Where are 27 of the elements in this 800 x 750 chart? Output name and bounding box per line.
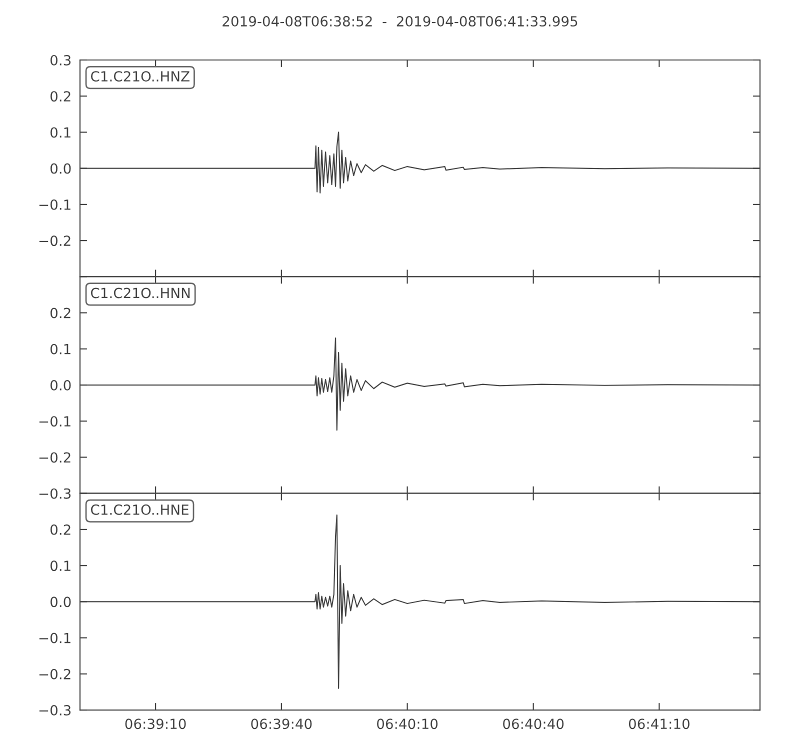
y-tick-label: 0.1	[50, 344, 70, 354]
y-tick-label: 0.1	[50, 560, 70, 572]
y-tick-label: 0.0	[50, 380, 71, 390]
y-tick-label: −0.1	[39, 416, 70, 427]
y-tick-label: −0.2	[39, 236, 70, 246]
y-tick-label: 0.2	[50, 308, 70, 318]
y-tick-label: −0.1	[39, 632, 70, 644]
y-tick-label: 0.0	[50, 163, 71, 174]
x-tick-label: 06:40:40	[503, 718, 564, 730]
y-tick-label: −0.3	[39, 488, 71, 499]
x-tick-label: 06:40:10	[377, 718, 438, 730]
y-tick-label: −0.2	[39, 452, 70, 463]
y-tick-label: 0.3	[50, 54, 71, 66]
y-tick-label: −0.2	[39, 668, 70, 680]
y-tick-label: −0.1	[39, 199, 70, 210]
y-tick-label: −0.3	[39, 704, 71, 716]
y-tick-label: 0.2	[50, 91, 70, 102]
x-tick-label: 06:41:10	[628, 718, 690, 730]
text: C1.C21O..HNN	[90, 288, 190, 298]
chart-title: 2019-04-08T06:38:52 - 2019-04-08T06:41:33.995	[222, 16, 578, 27]
x-tick-label: 06:39:10	[125, 718, 186, 730]
text: C1.C21O..HNE	[90, 504, 188, 515]
legend-label: C1.C21O..HNZ	[90, 71, 190, 82]
y-tick-label: 0.1	[50, 127, 70, 138]
y-tick-label: 0.0	[50, 596, 71, 608]
x-tick-label: 06:39:40	[251, 718, 312, 730]
y-tick-label: 0.2	[50, 524, 70, 535]
